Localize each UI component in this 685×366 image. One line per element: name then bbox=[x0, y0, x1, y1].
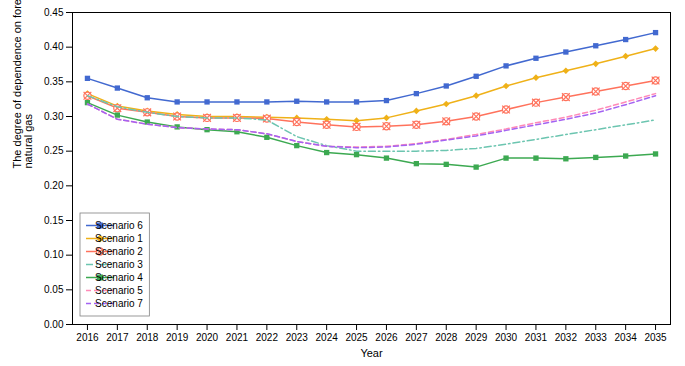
svg-text:2024: 2024 bbox=[316, 332, 339, 343]
svg-text:2034: 2034 bbox=[615, 332, 638, 343]
svg-text:0.15: 0.15 bbox=[44, 215, 64, 226]
svg-text:2022: 2022 bbox=[256, 332, 279, 343]
svg-text:2027: 2027 bbox=[405, 332, 428, 343]
svg-text:0.10: 0.10 bbox=[44, 249, 64, 260]
svg-text:2017: 2017 bbox=[106, 332, 129, 343]
svg-text:0.00: 0.00 bbox=[44, 319, 64, 330]
svg-text:Scenario 4: Scenario 4 bbox=[95, 272, 143, 283]
svg-text:2021: 2021 bbox=[226, 332, 249, 343]
svg-text:The degree of dependence on fo: The degree of dependence on foreignnatur… bbox=[11, 0, 34, 169]
svg-text:2018: 2018 bbox=[136, 332, 159, 343]
svg-text:0.20: 0.20 bbox=[44, 180, 64, 191]
svg-text:Scenario 5: Scenario 5 bbox=[95, 285, 143, 296]
svg-text:2016: 2016 bbox=[76, 332, 99, 343]
svg-text:0.25: 0.25 bbox=[44, 145, 64, 156]
svg-text:Scenario 6: Scenario 6 bbox=[95, 220, 143, 231]
svg-text:2031: 2031 bbox=[525, 332, 548, 343]
svg-text:0.40: 0.40 bbox=[44, 41, 64, 52]
svg-text:2020: 2020 bbox=[196, 332, 219, 343]
svg-text:2030: 2030 bbox=[495, 332, 518, 343]
svg-text:0.05: 0.05 bbox=[44, 284, 64, 295]
svg-text:2033: 2033 bbox=[585, 332, 608, 343]
svg-text:0.35: 0.35 bbox=[44, 76, 64, 87]
svg-text:Scenario 7: Scenario 7 bbox=[95, 298, 143, 309]
svg-text:2032: 2032 bbox=[555, 332, 578, 343]
svg-text:Scenario 1: Scenario 1 bbox=[95, 233, 143, 244]
svg-text:2023: 2023 bbox=[286, 332, 309, 343]
svg-text:2026: 2026 bbox=[375, 332, 398, 343]
svg-text:2029: 2029 bbox=[465, 332, 488, 343]
svg-text:2035: 2035 bbox=[644, 332, 667, 343]
svg-text:2028: 2028 bbox=[435, 332, 458, 343]
svg-text:0.45: 0.45 bbox=[44, 7, 64, 18]
svg-text:Scenario 3: Scenario 3 bbox=[95, 259, 143, 270]
svg-text:2025: 2025 bbox=[345, 332, 368, 343]
svg-text:Year: Year bbox=[360, 347, 383, 359]
svg-text:Scenario 2: Scenario 2 bbox=[95, 246, 143, 257]
svg-text:0.30: 0.30 bbox=[44, 111, 64, 122]
svg-text:2019: 2019 bbox=[166, 332, 189, 343]
